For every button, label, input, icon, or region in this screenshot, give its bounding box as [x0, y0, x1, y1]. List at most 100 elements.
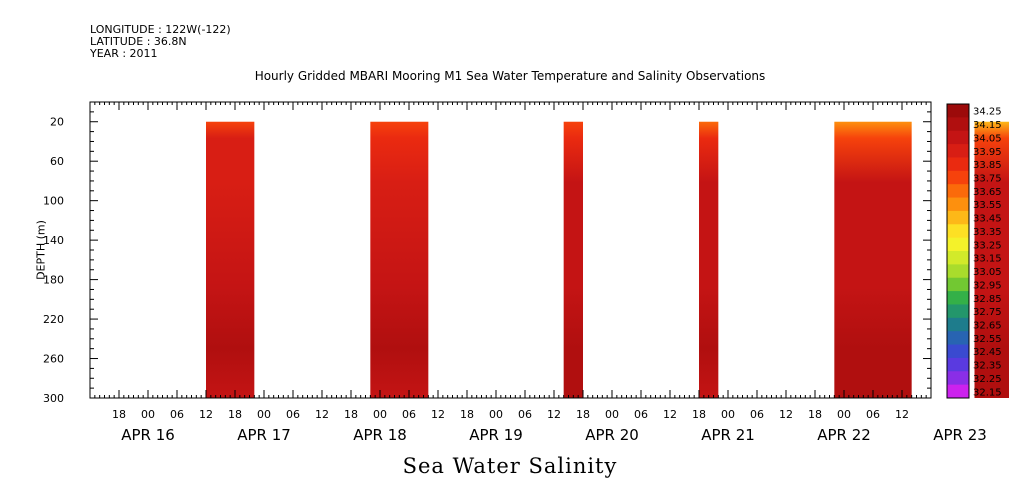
x-day-label: APR 23 [933, 426, 987, 444]
y-tick-label: 260 [43, 353, 64, 366]
longitude-label: LONGITUDE : 122W(-122) [90, 23, 231, 36]
x-tick-label: 06 [170, 408, 184, 421]
x-tick-label: 00 [257, 408, 271, 421]
x-tick-label: 06 [518, 408, 532, 421]
colorbar-label: 32.75 [973, 307, 1002, 318]
colorbar-swatch [947, 384, 969, 399]
colorbar-swatch [947, 331, 969, 346]
colorbar-label: 33.45 [973, 214, 1002, 225]
x-tick-label: 00 [489, 408, 503, 421]
x-tick-label: 00 [141, 408, 155, 421]
x-tick-label: 06 [286, 408, 300, 421]
x-tick-label: 12 [315, 408, 329, 421]
year-label: YEAR : 2011 [90, 47, 158, 60]
colorbar-swatch [947, 237, 969, 252]
x-tick-label: 06 [634, 408, 648, 421]
colorbar-label: 32.65 [973, 321, 1002, 332]
colorbar-swatch [947, 291, 969, 305]
x-day-label: APR 19 [469, 426, 523, 444]
y-tick-label: 220 [43, 313, 64, 326]
data-segment [834, 121, 912, 398]
colorbar-swatch [947, 224, 969, 239]
x-ticks: 18 00 06 12 18 00 06 12 18 00 06 12 18 00 06 12 18 00 06 12… [89, 102, 987, 444]
x-tick-label: 06 [402, 408, 416, 421]
colorbar-swatch [947, 344, 969, 359]
data-segment [974, 121, 1009, 398]
y-tick-label: 100 [43, 195, 64, 208]
colorbar-swatch [947, 104, 969, 118]
colorbar-swatch [947, 277, 969, 292]
colorbar-label: 33.65 [973, 187, 1002, 198]
x-tick-label: 18 [112, 408, 126, 421]
colorbar-swatch [947, 317, 969, 332]
colorbar-label: 34.05 [973, 133, 1002, 144]
x-tick-label: 18 [808, 408, 822, 421]
data-segment [206, 121, 255, 398]
y-tick-label: 60 [50, 155, 64, 168]
colorbar-swatch [947, 157, 969, 172]
colorbar-swatch [947, 210, 969, 225]
x-tick-label: 12 [895, 408, 909, 421]
colorbar-label: 33.15 [973, 254, 1002, 265]
x-day-label: APR 22 [817, 426, 871, 444]
x-day-label: APR 21 [701, 426, 755, 444]
colorbar-label: 33.55 [973, 200, 1002, 211]
data-segment [370, 121, 429, 398]
colorbar-label: 32.55 [973, 334, 1002, 345]
x-tick-label: 18 [228, 408, 242, 421]
x-tick-label: 00 [721, 408, 735, 421]
colorbar-label: 33.05 [973, 267, 1002, 278]
colorbar-swatch [947, 251, 969, 265]
x-day-label: APR 16 [121, 426, 175, 444]
x-day-label: APR 18 [353, 426, 407, 444]
x-tick-label: 12 [199, 408, 213, 421]
colorbar-label: 34.15 [973, 120, 1002, 131]
x-tick-label: 18 [576, 408, 590, 421]
x-day-label: APR 17 [237, 426, 291, 444]
data-segment [699, 121, 719, 398]
colorbar-swatch [947, 170, 969, 185]
chart-title: Hourly Gridded MBARI Mooring M1 Sea Wate… [254, 69, 766, 83]
x-tick-label: 12 [663, 408, 677, 421]
x-tick-label: 18 [344, 408, 358, 421]
colorbar-label: 33.25 [973, 240, 1002, 251]
x-tick-label: 00 [837, 408, 851, 421]
x-tick-label: 18 [692, 408, 706, 421]
colorbar-swatch [947, 117, 969, 132]
colorbar-label: 33.95 [973, 147, 1002, 158]
x-tick-label: 06 [866, 408, 880, 421]
latitude-label: LATITUDE : 36.8N [90, 35, 187, 48]
colorbar-label: 32.15 [973, 387, 1002, 398]
y-ticks: 20 60 100 140 180 220 260 300 [43, 111, 931, 405]
x-tick-label: 12 [431, 408, 445, 421]
colorbar-label: 33.85 [973, 160, 1002, 171]
x-tick-label: 00 [605, 408, 619, 421]
colorbar-swatch [947, 130, 969, 145]
colorbar: 34.25 34.15 34.05 33.95 33.85 33.75 33.65 33.55… [946, 103, 1002, 399]
y-tick-label: 300 [43, 392, 64, 405]
y-tick-label: 180 [43, 274, 64, 287]
colorbar-label: 32.25 [973, 374, 1002, 385]
colorbar-label: 34.25 [973, 107, 1002, 118]
colorbar-label: 33.75 [973, 174, 1002, 185]
colorbar-swatch [947, 184, 969, 199]
colorbar-swatch [947, 357, 969, 372]
colorbar-label: 32.35 [973, 361, 1002, 372]
colorbar-label: 33.35 [973, 227, 1002, 238]
colorbar-swatch [947, 197, 969, 212]
colorbar-swatch [947, 264, 969, 279]
x-tick-label: 18 [460, 408, 474, 421]
x-tick-label: 12 [779, 408, 793, 421]
y-tick-label: 140 [43, 234, 64, 247]
x-axis-title: Sea Water Salinity [402, 454, 618, 478]
x-tick-label: 00 [373, 408, 387, 421]
colorbar-swatch [947, 144, 969, 158]
x-tick-label: 12 [547, 408, 561, 421]
x-day-label: APR 20 [585, 426, 639, 444]
colorbar-label: 32.95 [973, 280, 1002, 291]
data-segment [563, 121, 583, 398]
data-segments [206, 121, 1009, 398]
x-tick-label: 06 [750, 408, 764, 421]
colorbar-swatch [947, 304, 969, 319]
